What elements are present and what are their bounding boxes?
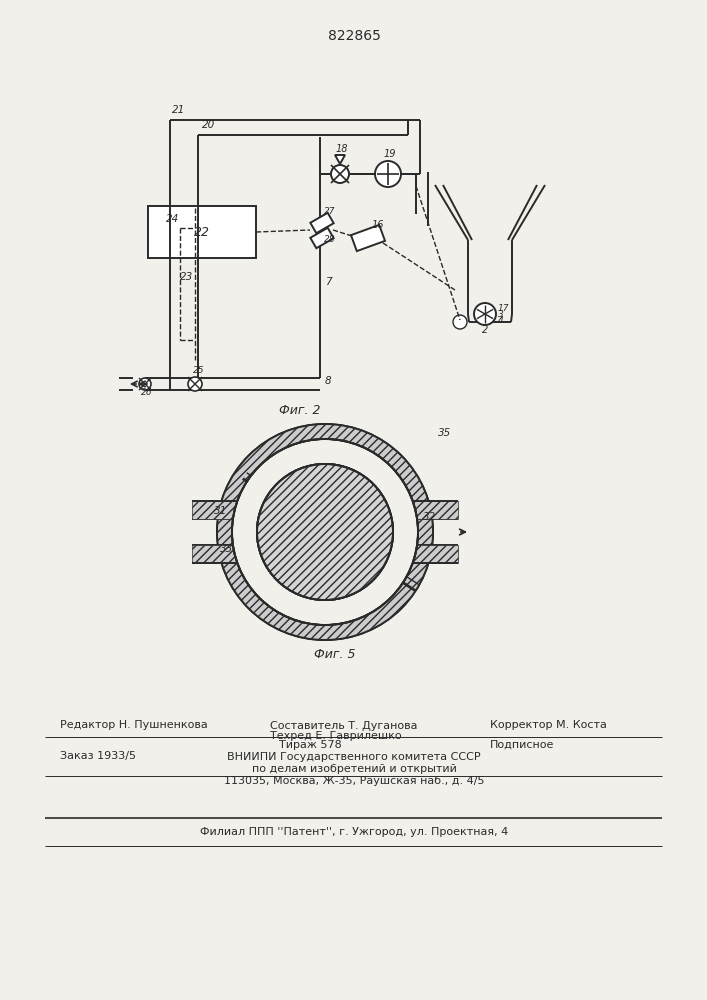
Circle shape: [257, 464, 393, 600]
Text: Составитель Т. Дуганова: Составитель Т. Дуганова: [270, 721, 418, 731]
Text: 17: 17: [498, 304, 510, 313]
Text: Техред Е. Гаврилешко: Техред Е. Гаврилешко: [270, 731, 402, 741]
Text: 33: 33: [220, 544, 233, 554]
Text: Корректор М. Коста: Корректор М. Коста: [490, 720, 607, 730]
Text: 16: 16: [372, 220, 385, 230]
Bar: [192, 545, 458, 563]
Polygon shape: [351, 225, 385, 251]
Text: Заказ 1933/5: Заказ 1933/5: [60, 752, 136, 762]
Text: 20: 20: [202, 120, 215, 130]
Circle shape: [217, 424, 433, 640]
Text: 26: 26: [141, 388, 153, 397]
Circle shape: [453, 315, 467, 329]
Bar: [148, 206, 256, 258]
Polygon shape: [310, 228, 334, 248]
Circle shape: [331, 165, 349, 183]
Text: 28: 28: [324, 235, 336, 244]
Text: по делам изобретений и открытий: по делам изобретений и открытий: [252, 764, 457, 774]
Text: 2: 2: [482, 325, 488, 335]
Text: Фиг. 2: Фиг. 2: [279, 403, 321, 416]
Text: 25: 25: [193, 366, 204, 375]
Text: 113035, Москва, Ж-35, Раушская наб., д. 4/5: 113035, Москва, Ж-35, Раушская наб., д. …: [223, 776, 484, 786]
Text: 7: 7: [325, 277, 332, 287]
Text: 27: 27: [324, 207, 336, 216]
Text: 30: 30: [309, 486, 322, 496]
Text: 32: 32: [423, 512, 436, 522]
Text: 24: 24: [166, 214, 180, 224]
Circle shape: [217, 424, 433, 640]
Text: ВНИИПИ Государственного комитета СССР: ВНИИПИ Государственного комитета СССР: [227, 752, 481, 762]
Polygon shape: [310, 213, 334, 233]
Text: 23: 23: [180, 272, 193, 282]
Text: Тираж 578: Тираж 578: [279, 740, 341, 750]
Circle shape: [232, 439, 418, 625]
Circle shape: [139, 378, 151, 390]
Circle shape: [474, 303, 496, 325]
Text: 21: 21: [172, 105, 185, 115]
Text: 822865: 822865: [327, 29, 380, 43]
Text: 35: 35: [438, 428, 451, 438]
Text: Фиг. 5: Фиг. 5: [314, 648, 356, 662]
Text: 18: 18: [336, 144, 349, 154]
Circle shape: [257, 464, 393, 600]
Text: 34: 34: [323, 492, 337, 502]
Text: 36: 36: [293, 482, 306, 492]
Text: 8: 8: [325, 376, 332, 386]
Circle shape: [375, 161, 401, 187]
Text: 31: 31: [214, 506, 227, 516]
Text: 22: 22: [194, 226, 210, 238]
Circle shape: [188, 377, 202, 391]
Polygon shape: [335, 155, 345, 164]
Text: Редактор Н. Пушненкова: Редактор Н. Пушненкова: [60, 720, 208, 730]
Text: Подписное: Подписное: [490, 740, 554, 750]
Text: 3: 3: [498, 310, 504, 319]
Text: 4: 4: [498, 316, 504, 325]
Text: Филиал ППП ''Патент'', г. Ужгород, ул. Проектная, 4: Филиал ППП ''Патент'', г. Ужгород, ул. П…: [200, 827, 508, 837]
Text: 19: 19: [384, 149, 397, 159]
Bar: [192, 501, 458, 519]
Text: 29: 29: [375, 502, 388, 512]
